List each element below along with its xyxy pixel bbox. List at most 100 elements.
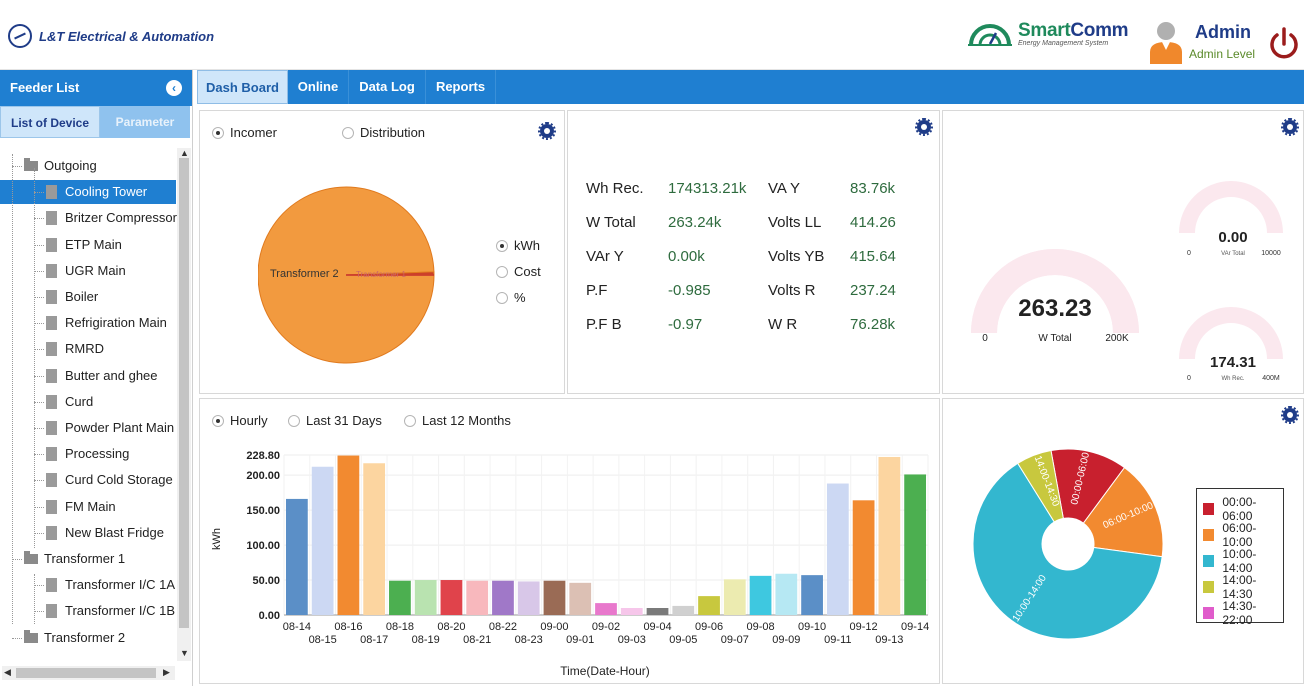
bar[interactable]: [543, 580, 566, 615]
source-pie-slice[interactable]: [345, 271, 435, 276]
tree-vertical-scrollbar[interactable]: ▲ ▼: [177, 148, 191, 661]
bar[interactable]: [466, 580, 489, 615]
bar[interactable]: [672, 605, 695, 615]
tab-data-log[interactable]: Data Log: [349, 70, 426, 104]
bar[interactable]: [904, 474, 926, 615]
tree-folder[interactable]: Transformer 2: [24, 626, 125, 650]
bar[interactable]: [826, 483, 849, 615]
gauge-w-total-label: W Total: [1038, 333, 1071, 344]
tab-online[interactable]: Online: [288, 70, 349, 104]
tree-device[interactable]: Curd Cold Storage: [46, 468, 173, 492]
tree-connector: [34, 480, 44, 482]
tree-device[interactable]: Cooling Tower: [0, 180, 176, 205]
pie-label-transformer-1: Transformer 1: [356, 270, 406, 279]
donut-slice[interactable]: [1017, 449, 1064, 523]
tree-device[interactable]: Powder Plant Main: [46, 416, 174, 440]
radio-distribution[interactable]: Distribution: [342, 125, 425, 140]
legend-item[interactable]: 06:00-10:00: [1203, 521, 1283, 549]
collapse-sidebar-icon[interactable]: ‹: [166, 80, 182, 96]
scroll-right-icon[interactable]: ▶: [163, 667, 170, 677]
bar[interactable]: [646, 608, 669, 615]
tree-device[interactable]: Transformer I/C 1A: [46, 573, 175, 597]
legend-label: 10:00-14:00: [1222, 547, 1257, 575]
scroll-thumb[interactable]: [179, 158, 189, 628]
radio-hourly[interactable]: Hourly: [212, 413, 268, 428]
settings-gear-icon[interactable]: [915, 118, 933, 136]
radio-percent[interactable]: %: [496, 290, 526, 305]
tree-folder[interactable]: Transformer 1: [24, 547, 125, 571]
tree-device[interactable]: FM Main: [46, 495, 116, 519]
gauge-wh-rec: 174.31 Wh Rec. 0 400M: [1179, 307, 1283, 382]
radio-last-12-months[interactable]: Last 12 Months: [404, 413, 511, 428]
reading-value: 263.24k: [668, 213, 722, 231]
tree-device[interactable]: New Blast Fridge: [46, 521, 164, 545]
bar[interactable]: [389, 580, 411, 615]
bar[interactable]: [775, 573, 798, 615]
radio-cost[interactable]: Cost: [496, 264, 541, 279]
sidebar-tabs: List of Device Parameter: [0, 106, 192, 138]
tree-device[interactable]: Boiler: [46, 285, 98, 309]
bar[interactable]: [492, 580, 514, 615]
time-of-day-panel: 00:00-06:00 06:00-10:00 10:00-14:00 14:00-1…: [942, 398, 1304, 684]
donut-slice[interactable]: [1082, 466, 1164, 558]
bar[interactable]: [414, 580, 437, 615]
reading-label: P.F: [586, 281, 608, 299]
tree-device[interactable]: Transformer I/C 1B: [46, 599, 175, 623]
radio-incomer[interactable]: Incomer: [212, 125, 277, 140]
scroll-left-icon[interactable]: ◀: [4, 667, 11, 677]
bar[interactable]: [517, 581, 540, 615]
product-name: SmartComm: [1018, 20, 1129, 41]
legend-swatch: [1203, 555, 1215, 567]
tree-device[interactable]: Refrigiration Main: [46, 311, 167, 335]
scroll-down-icon[interactable]: ▼: [180, 648, 189, 658]
hscroll-thumb[interactable]: [16, 668, 156, 678]
scroll-up-icon[interactable]: ▲: [180, 148, 189, 158]
tree-device[interactable]: ETP Main: [46, 233, 122, 257]
bar[interactable]: [595, 603, 617, 615]
legend-item[interactable]: 10:00-14:00: [1203, 547, 1283, 575]
donut-slice[interactable]: [1050, 448, 1126, 524]
radio-last-31-days[interactable]: Last 31 Days: [288, 413, 382, 428]
tree-folder[interactable]: Outgoing: [24, 154, 97, 178]
tab-dashboard[interactable]: Dash Board: [197, 70, 288, 104]
bar[interactable]: [286, 498, 308, 615]
bar[interactable]: [337, 455, 360, 615]
settings-gear-icon[interactable]: [538, 122, 556, 140]
tab-parameter[interactable]: Parameter: [100, 106, 190, 138]
bar[interactable]: [698, 596, 720, 615]
legend-item[interactable]: 14:30-22:00: [1203, 599, 1283, 627]
gauge-w-total-value: 263.23: [1018, 295, 1091, 322]
bar[interactable]: [723, 579, 746, 615]
bar[interactable]: [749, 575, 772, 615]
tree-item-label: Transformer I/C 1A: [65, 577, 176, 593]
tree-item-label: RMRD: [65, 341, 104, 357]
tree-device[interactable]: Curd: [46, 390, 93, 414]
settings-gear-icon[interactable]: [1281, 118, 1299, 136]
bar[interactable]: [852, 500, 875, 615]
gauges-panel: 263.23 W Total 0 200K 0.00 VAr Total 0 1…: [942, 110, 1304, 394]
bar[interactable]: [801, 575, 823, 615]
user-avatar-icon[interactable]: [1148, 20, 1184, 64]
tree-connector: [34, 506, 44, 508]
tab-reports[interactable]: Reports: [426, 70, 496, 104]
bar[interactable]: [440, 580, 463, 615]
radio-kwh[interactable]: kWh: [496, 238, 540, 253]
legend-item[interactable]: 00:00-06:00: [1203, 495, 1283, 523]
bar[interactable]: [620, 608, 643, 615]
tree-device[interactable]: Butter and ghee: [46, 364, 158, 388]
power-icon[interactable]: [1268, 26, 1300, 62]
tab-list-of-device[interactable]: List of Device: [0, 106, 100, 138]
tree-horizontal-scrollbar[interactable]: ◀ ▶: [2, 666, 175, 680]
bar[interactable]: [363, 463, 386, 615]
tree-device[interactable]: RMRD: [46, 337, 104, 361]
tree-device[interactable]: Processing: [46, 442, 129, 466]
donut-slice[interactable]: [973, 462, 1163, 640]
tree-device[interactable]: UGR Main: [46, 259, 126, 283]
bar[interactable]: [311, 466, 334, 615]
settings-gear-icon[interactable]: [1281, 406, 1299, 424]
device-icon: [46, 290, 57, 304]
tree-device[interactable]: Britzer Compressor: [46, 206, 177, 230]
bar[interactable]: [878, 456, 901, 615]
legend-item[interactable]: 14:00-14:30: [1203, 573, 1283, 601]
bar[interactable]: [569, 582, 592, 615]
